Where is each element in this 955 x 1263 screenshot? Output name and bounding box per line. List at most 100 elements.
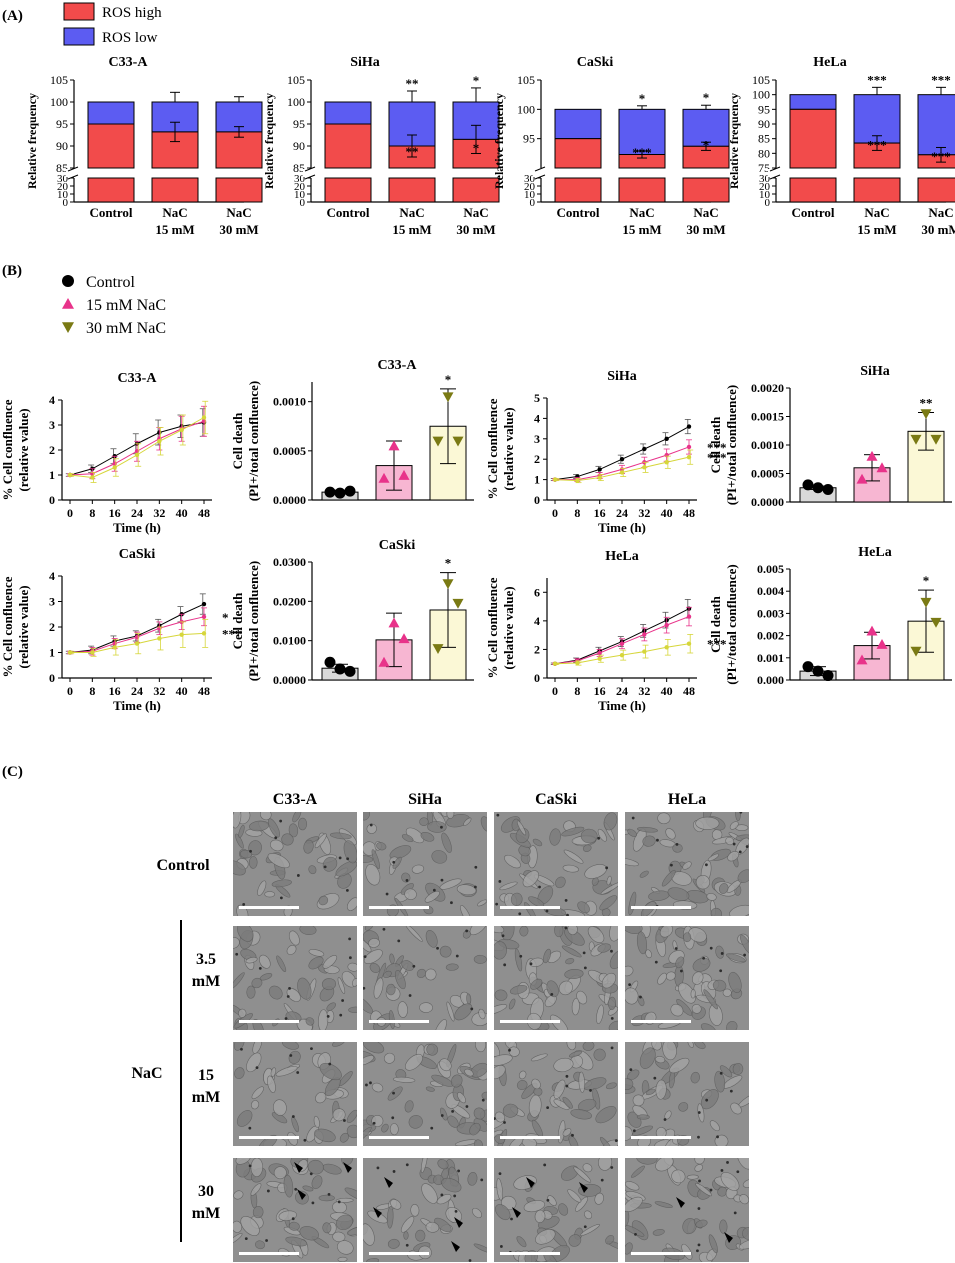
- cell: [419, 817, 429, 826]
- cell: [625, 858, 639, 867]
- cell: [695, 1219, 708, 1228]
- cell: [392, 1076, 416, 1083]
- cell: [532, 838, 543, 847]
- cell: [625, 987, 639, 1005]
- cell: [343, 840, 357, 864]
- cell-texture: [625, 1042, 749, 1146]
- panel-label-b: (B): [2, 263, 22, 279]
- cell-texture: [233, 926, 357, 1030]
- cell: [450, 1074, 463, 1088]
- y-tick-label: 3: [49, 595, 55, 609]
- cell: [561, 826, 585, 837]
- cell: [655, 1158, 674, 1172]
- cell: [267, 852, 290, 869]
- cell: [570, 1055, 583, 1069]
- cell: [718, 883, 729, 894]
- data-point: [344, 485, 356, 497]
- cell: [710, 907, 722, 916]
- cell: [404, 1100, 414, 1113]
- cell: [389, 845, 412, 860]
- scale-bar: [631, 1020, 691, 1023]
- bar-ros-high: [554, 138, 602, 169]
- cell: [336, 1214, 353, 1231]
- y-tick-label: 3: [534, 432, 540, 446]
- cell: [729, 821, 739, 830]
- cell-dot: [465, 1105, 469, 1108]
- cell: [389, 953, 395, 965]
- significance-low: *: [473, 73, 480, 88]
- cell: [421, 1183, 438, 1204]
- cell-texture: [494, 1042, 618, 1146]
- cell-dot: [610, 1046, 614, 1050]
- cell: [522, 870, 539, 888]
- cell-dot: [274, 836, 278, 840]
- legend-b-marker: [62, 298, 74, 309]
- y-tick-label: 0.000: [757, 673, 784, 687]
- cell: [528, 896, 545, 908]
- cell: [404, 888, 417, 900]
- break-mark: [67, 174, 79, 180]
- cell: [518, 1070, 527, 1080]
- cell: [594, 1192, 604, 1205]
- data-point: [334, 663, 346, 675]
- data-point: [201, 631, 207, 636]
- cell: [471, 1207, 483, 1219]
- data-point: [378, 656, 390, 667]
- cell-dot: [311, 1201, 315, 1205]
- arrowhead-icon: [294, 1162, 303, 1173]
- cell-dot: [397, 939, 401, 943]
- micrograph-row-label: 3.5 mM: [192, 951, 220, 990]
- cell: [598, 1158, 613, 1171]
- cell: [420, 831, 435, 842]
- cell: [285, 1236, 308, 1247]
- cell: [630, 1165, 645, 1178]
- micrograph-column-label: SiHa: [408, 791, 442, 808]
- bar-ros-high-lower: [917, 177, 955, 203]
- cell-dot: [732, 842, 736, 846]
- cell: [425, 929, 438, 948]
- cell: [392, 856, 402, 869]
- cell: [582, 1042, 595, 1051]
- x-axis-label: Time (h): [113, 698, 161, 713]
- cell: [715, 945, 725, 959]
- cell: [233, 972, 245, 990]
- y-tick-label: 30: [57, 173, 69, 185]
- cell: [464, 1068, 474, 1077]
- cell-dot: [498, 880, 502, 883]
- micrograph-tile: [625, 926, 749, 1030]
- cell: [652, 1228, 665, 1236]
- y-axis-label: % Cell confluence(relative value): [0, 576, 31, 677]
- cell: [691, 1004, 702, 1014]
- cell: [233, 1190, 244, 1200]
- data-point: [910, 434, 922, 445]
- data-point: [642, 649, 647, 654]
- cell-dot: [450, 901, 453, 905]
- cell: [608, 1020, 618, 1030]
- cell-dot: [697, 1207, 701, 1210]
- cell-dot: [440, 1114, 444, 1117]
- data-point: [157, 636, 162, 641]
- panel-label-c: (C): [2, 764, 23, 780]
- scale-bar: [631, 1252, 691, 1255]
- cell: [625, 1078, 634, 1090]
- y-tick-label: 0.0005: [273, 444, 306, 458]
- cell: [440, 812, 448, 817]
- data-point: [642, 446, 647, 452]
- cell-dot: [566, 913, 569, 916]
- data-point: [619, 457, 625, 462]
- cell-dot: [654, 960, 658, 964]
- y-tick-label: 10: [759, 189, 771, 201]
- y-tick-label: 0.003: [757, 606, 784, 620]
- y-tick-label: 20: [57, 181, 69, 193]
- x-tick-label: 0: [67, 506, 73, 520]
- cell: [321, 978, 337, 991]
- cell: [637, 995, 645, 1007]
- x-tick-label: 48: [683, 506, 695, 520]
- cell: [269, 839, 284, 852]
- cell: [371, 849, 380, 870]
- x-tick-label: NaC 30 mM: [686, 205, 725, 237]
- cell-dot: [242, 902, 246, 906]
- cell: [363, 949, 383, 964]
- cell: [657, 972, 667, 985]
- y-tick-label: 6: [534, 585, 540, 599]
